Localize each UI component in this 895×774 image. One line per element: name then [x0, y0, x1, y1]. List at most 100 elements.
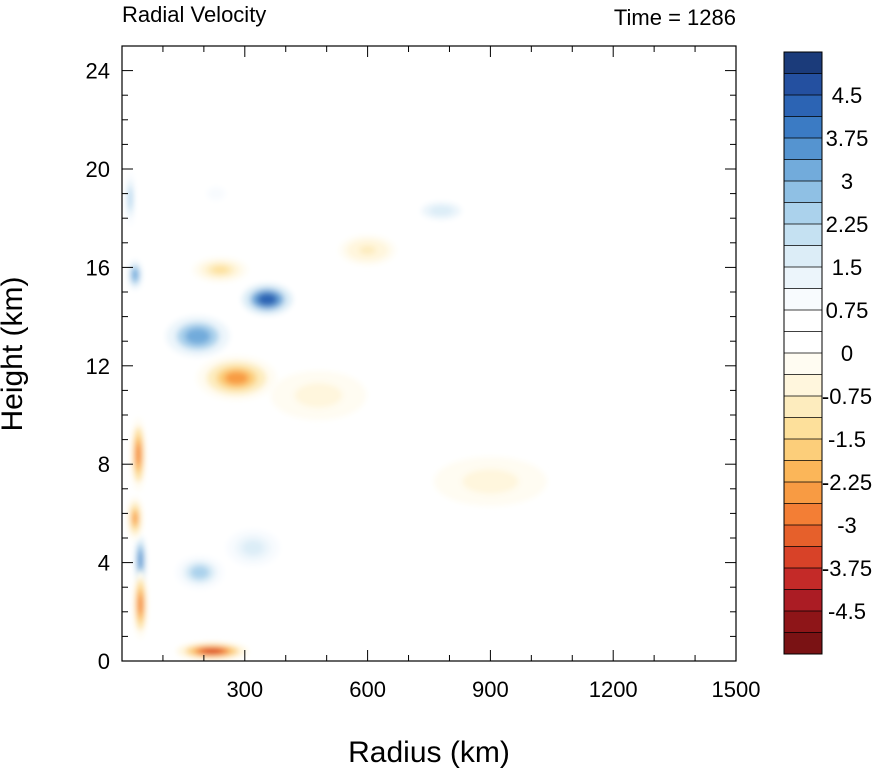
- velocity-feature: [176, 642, 248, 660]
- colorbar-swatch: [784, 331, 822, 354]
- velocity-contour: [206, 186, 226, 201]
- velocity-feature: [233, 278, 302, 321]
- velocity-contour: [242, 540, 264, 556]
- colorbar-tick-label: 3.75: [826, 126, 869, 151]
- colorbar-swatch: [784, 460, 822, 483]
- colorbar-labels: 4.5 3.75 3 2.25 1.5 0.75 0 -0.75 -1.5 -2.25 -3 -3.7…: [822, 83, 872, 624]
- colorbar-swatch: [784, 202, 822, 225]
- colorbar-swatch: [784, 267, 822, 289]
- y-tick-label: 16: [86, 255, 110, 280]
- colorbar-swatch: [784, 159, 822, 182]
- velocity-feature: [127, 496, 144, 541]
- colorbar-tick-label: 0.75: [826, 298, 869, 323]
- colorbar-swatch: [784, 482, 822, 504]
- velocity-contour: [138, 594, 143, 615]
- colorbar-tick-label: -1.5: [828, 427, 866, 452]
- colorbar-swatch: [784, 181, 822, 203]
- velocity-contour: [128, 187, 133, 210]
- colorbar-tick-label: 4.5: [832, 83, 863, 108]
- velocity-feature: [131, 417, 146, 492]
- colorbar-swatch: [784, 611, 822, 633]
- colorbar-swatch: [784, 245, 822, 268]
- chart-title-right: Time = 1286: [614, 5, 736, 30]
- velocity-contour: [138, 550, 143, 570]
- velocity-feature: [270, 370, 367, 420]
- colorbar-swatch: [784, 546, 822, 569]
- plot-frame: [121, 45, 737, 662]
- colorbar-swatch: [784, 374, 822, 397]
- y-tick-label: 4: [98, 551, 110, 576]
- colorbar-swatch: [784, 116, 822, 139]
- velocity-feature: [133, 569, 148, 639]
- colorbar-swatch: [784, 525, 822, 547]
- colorbar-swatch: [784, 138, 822, 160]
- x-axis-label: Radius (km): [348, 736, 510, 769]
- velocity-feature: [155, 309, 241, 364]
- colorbar-swatch: [784, 632, 822, 655]
- colorbar-tick-label: 3: [841, 169, 853, 194]
- velocity-field: [124, 161, 547, 660]
- velocity-contour: [190, 565, 210, 580]
- y-tick-label: 20: [86, 157, 110, 182]
- velocity-feature: [217, 523, 289, 573]
- velocity-contour: [257, 293, 278, 306]
- colorbar: [783, 51, 823, 655]
- y-tick-label: 24: [86, 59, 110, 84]
- chart-title-left: Radial Velocity: [122, 2, 266, 27]
- colorbar-swatch: [784, 417, 822, 440]
- colorbar-swatch: [784, 73, 822, 96]
- velocity-contour: [185, 328, 211, 345]
- velocity-contour: [304, 387, 333, 403]
- colorbar-tick-label: -3: [837, 513, 857, 538]
- x-tick-label: 600: [349, 677, 386, 702]
- x-tick-label: 900: [472, 677, 509, 702]
- colorbar-tick-label: -3.75: [822, 556, 872, 581]
- colorbar-swatch: [784, 353, 822, 375]
- colorbar-tick-label: 0: [841, 341, 853, 366]
- velocity-feature: [192, 257, 248, 283]
- colorbar-tick-label: -4.5: [828, 599, 866, 624]
- velocity-feature: [401, 193, 482, 229]
- colorbar-swatch: [784, 224, 822, 246]
- velocity-contour: [211, 266, 229, 274]
- velocity-feature: [433, 456, 547, 507]
- x-axis-ticks: 300 600 900 1200 1500: [121, 46, 761, 702]
- velocity-contour: [473, 474, 508, 489]
- velocity-contour: [224, 371, 249, 385]
- y-tick-label: 12: [86, 354, 110, 379]
- colorbar-tick-label: -2.25: [822, 470, 872, 495]
- velocity-feature: [167, 550, 232, 595]
- colorbar-tick-label: 1.5: [832, 255, 863, 280]
- x-tick-label: 300: [226, 677, 263, 702]
- colorbar-swatch: [784, 396, 822, 418]
- colorbar-swatch: [784, 568, 822, 590]
- colorbar-swatch: [784, 310, 822, 332]
- colorbar-swatch: [784, 589, 822, 612]
- y-tick-label: 8: [98, 452, 110, 477]
- velocity-feature: [196, 355, 277, 401]
- velocity-contour: [132, 511, 138, 525]
- velocity-contour: [136, 443, 141, 466]
- y-axis-ticks: 0 4 8 12 16 20 24: [86, 45, 736, 674]
- y-axis-label: Height (km): [0, 276, 29, 431]
- colorbar-frame: [783, 51, 823, 655]
- colorbar-swatch: [784, 52, 822, 74]
- colorbar-swatch: [784, 95, 822, 117]
- colorbar-tick-label: 2.25: [826, 212, 869, 237]
- x-tick-label: 1200: [589, 677, 638, 702]
- velocity-feature: [339, 235, 396, 265]
- velocity-contour: [132, 268, 138, 281]
- colorbar-tick-label: -0.75: [822, 384, 872, 409]
- velocity-contour: [201, 648, 223, 654]
- velocity-contour: [359, 245, 377, 255]
- y-tick-label: 0: [98, 649, 110, 674]
- velocity-feature: [125, 255, 145, 295]
- velocity-feature: [185, 171, 247, 216]
- colorbar-swatch: [784, 288, 822, 311]
- x-tick-label: 1500: [712, 677, 761, 702]
- velocity-feature: [124, 161, 137, 236]
- velocity-contour: [429, 205, 454, 216]
- colorbar-swatch: [784, 439, 822, 461]
- colorbar-swatch: [784, 503, 822, 526]
